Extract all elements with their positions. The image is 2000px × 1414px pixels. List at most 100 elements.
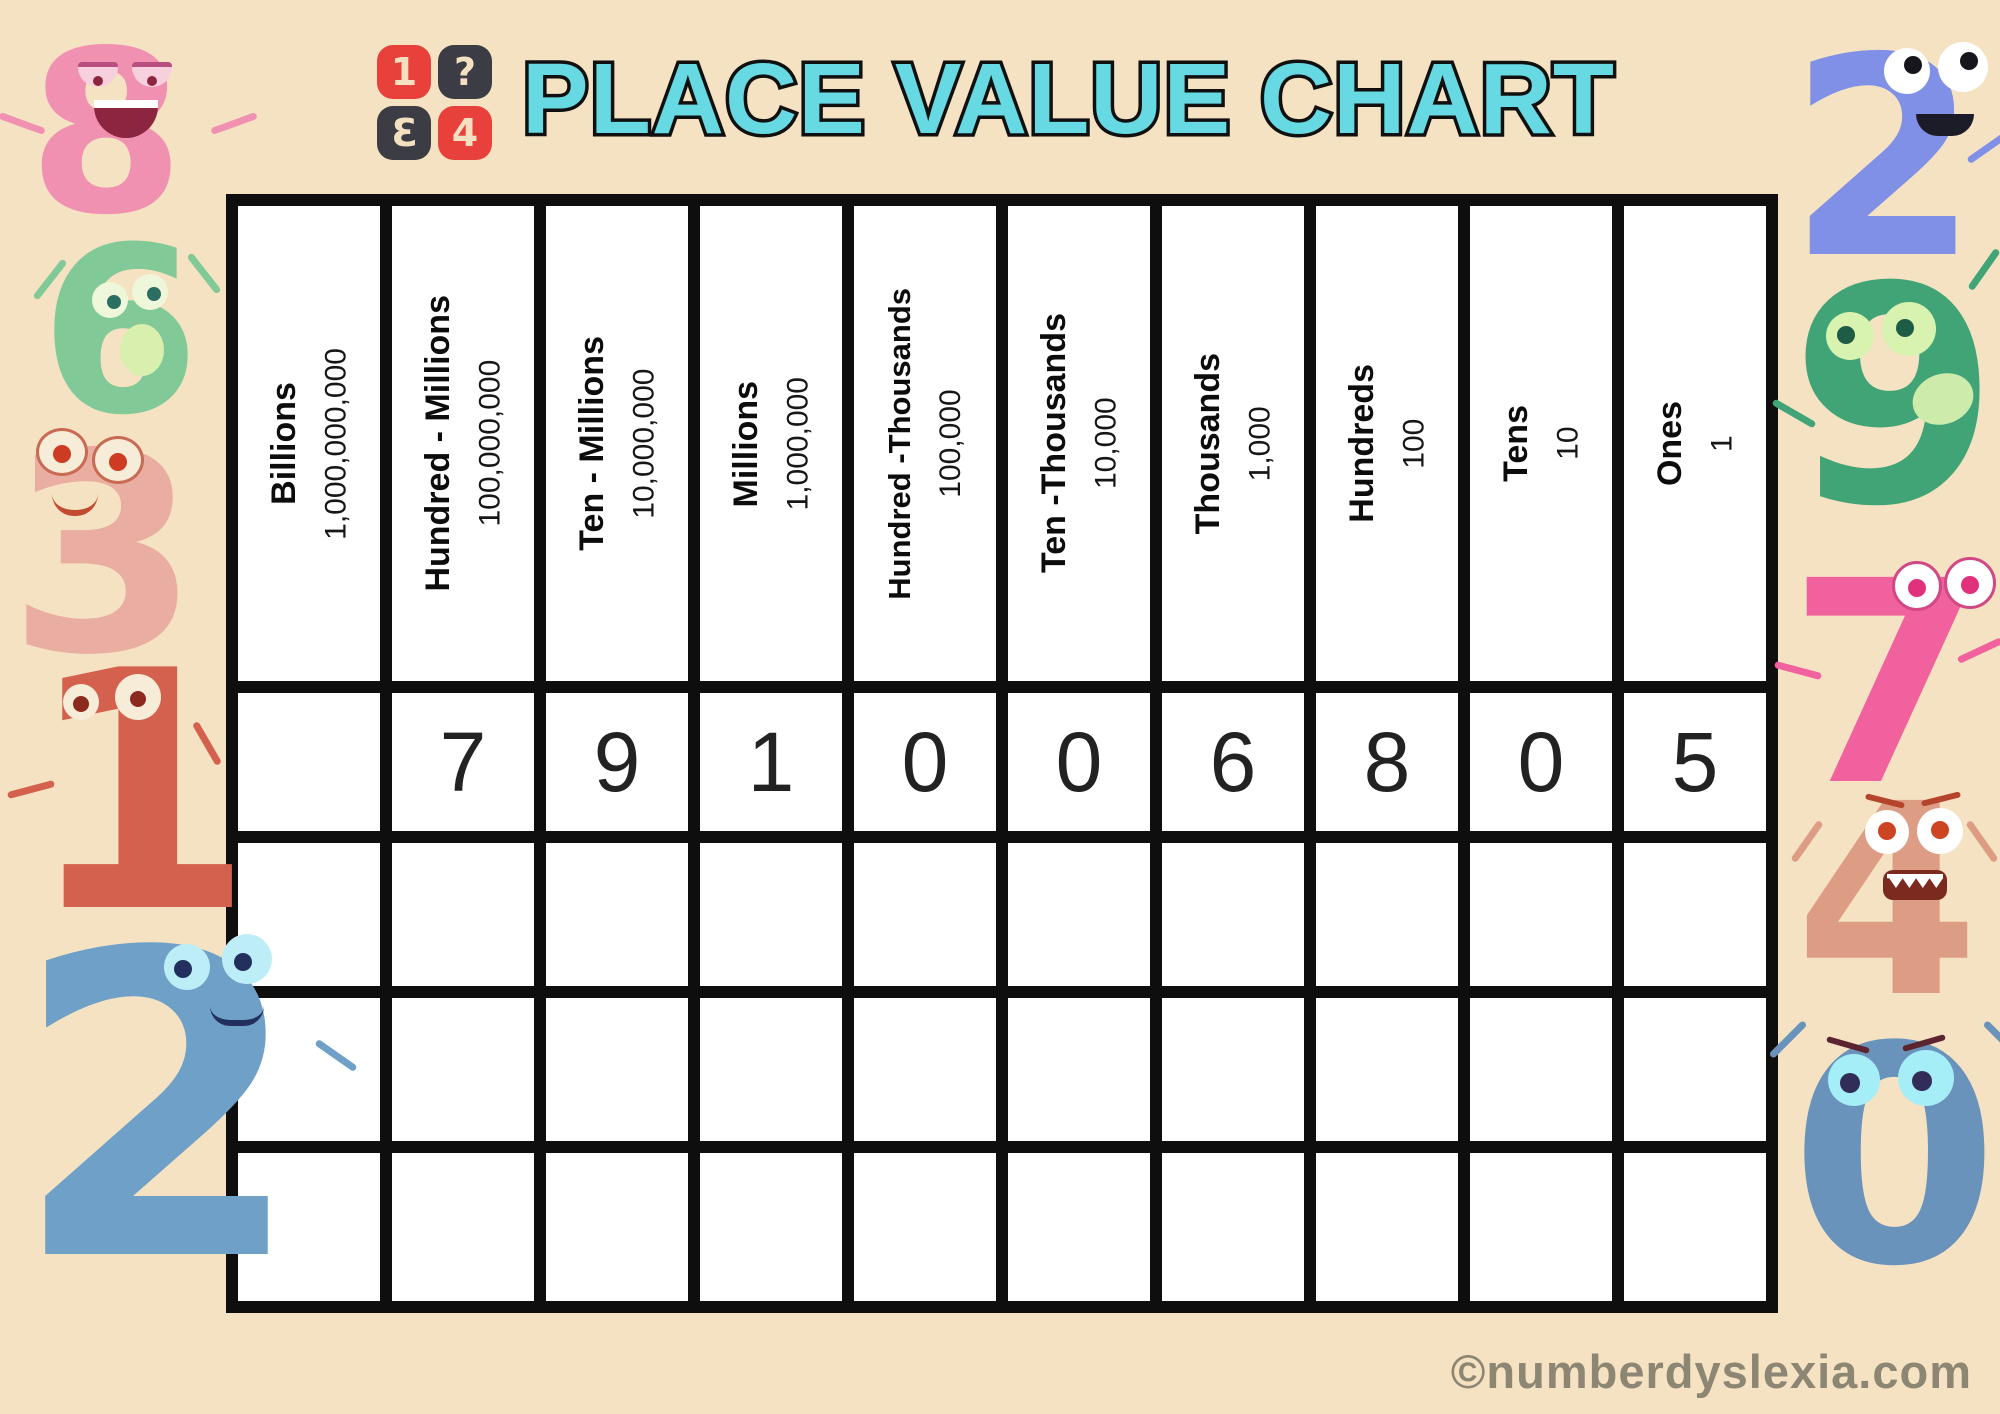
header-name: Ones (1651, 400, 1689, 487)
number-glyph: 6 (40, 199, 201, 466)
logo-tile-question-char: ? (453, 50, 477, 94)
eye-icon (1892, 561, 1942, 611)
header-cell-billions: Billions 1,000,000,000 (238, 206, 380, 681)
eye-icon (1882, 302, 1936, 356)
header-value: 100,000 (933, 389, 967, 498)
header-name: Hundred -Thousands (881, 287, 917, 600)
empty-cell (700, 843, 842, 986)
empty-cell (700, 998, 842, 1141)
header-cell-millions: Millions 1,000,000 (700, 206, 842, 681)
digit-cell-billions (238, 693, 380, 831)
header-name: Hundred - Millions (419, 295, 457, 592)
digit-cell-ones: 5 (1624, 693, 1766, 831)
eye-icon (115, 674, 161, 720)
header-cell-hundred-millions: Hundred - Millions 100,000,000 (392, 206, 534, 681)
empty-cell (854, 843, 996, 986)
header-cell-tens: Tens 10 (1470, 206, 1612, 681)
header-value: 10,000,000 (627, 368, 661, 519)
eye-icon (1898, 1050, 1954, 1106)
eye-icon (1884, 48, 1930, 94)
eye-icon (222, 934, 272, 984)
number-glyph: 8 (28, 3, 185, 265)
decorative-number-9: 9 (1771, 248, 2000, 548)
number-glyph: 0 (1790, 983, 1999, 1332)
header-value: 100 (1397, 418, 1431, 469)
digit-cell-millions: 1 (700, 693, 842, 831)
empty-cell (392, 998, 534, 1141)
mouth-icon (1916, 114, 1974, 136)
empty-cell (238, 1153, 380, 1301)
watermark-copyright: ©numberdyslexia.com (1450, 1345, 1972, 1398)
header-value: 100,000,000 (473, 360, 507, 527)
decorative-number-7: 7 (1773, 545, 2000, 825)
empty-cell (1470, 998, 1612, 1141)
empty-cell (1624, 1153, 1766, 1301)
page-title: PLACE VALUE CHART (519, 43, 1618, 156)
empty-cell (1624, 843, 1766, 986)
empty-cell (1008, 1153, 1150, 1301)
logo-tile-4-char: 4 (451, 111, 479, 155)
empty-cell (546, 1153, 688, 1301)
place-value-table: Billions 1,000,000,000 Hundred - Millions… (226, 194, 1778, 1313)
digit-cell-ten-thousands: 0 (1008, 693, 1150, 831)
header-name: Billions (265, 382, 303, 505)
empty-cell (1008, 843, 1150, 986)
empty-cell (1162, 998, 1304, 1141)
eye-icon (1938, 42, 1988, 92)
eye-icon (36, 428, 88, 476)
empty-cell (392, 1153, 534, 1301)
logo-tile-1: 1 (377, 45, 431, 99)
header-value: 1,000,000 (781, 376, 815, 511)
eye-icon (1826, 312, 1874, 360)
empty-cell (1470, 1153, 1612, 1301)
header-cell-ten-millions: Ten - Millions 10,000,000 (546, 206, 688, 681)
eye-icon (132, 274, 168, 310)
empty-cell (854, 998, 996, 1141)
digit-cell-thousands: 6 (1162, 693, 1304, 831)
empty-cell (1162, 843, 1304, 986)
decorative-number-3: 3 (8, 418, 223, 693)
eye-icon (63, 684, 99, 720)
decorative-number-2-right: 2 (1788, 22, 2000, 297)
eye-icon (1828, 1054, 1880, 1106)
mouth-icon (120, 324, 164, 376)
eye-icon (1865, 810, 1909, 854)
eye-icon (92, 282, 128, 318)
header-name: Ten - Millions (573, 336, 611, 551)
header-value: 10,000 (1089, 397, 1123, 490)
logo-tile-4: 4 (438, 106, 492, 160)
header-cell-thousands: Thousands 1,000 (1162, 206, 1304, 681)
header-value: 1,000,000,000 (319, 347, 353, 540)
decorative-number-2-left: 2 (12, 900, 358, 1330)
digit-cell-hundred-thousands: 0 (854, 693, 996, 831)
decorative-number-8: 8 (0, 22, 258, 247)
header-value: 10 (1551, 426, 1585, 461)
header-name: Thousands (1189, 352, 1227, 535)
header-name: Millions (727, 380, 765, 507)
empty-cell (700, 1153, 842, 1301)
eye-icon (92, 436, 144, 484)
eye-icon (164, 944, 210, 990)
logo-tile-1-char: 1 (390, 50, 418, 94)
digit-cell-hundreds: 8 (1316, 693, 1458, 831)
empty-cell (392, 843, 534, 986)
decorative-number-4: 4 (1790, 770, 2000, 1035)
empty-cell (1470, 843, 1612, 986)
empty-cell (1316, 998, 1458, 1141)
empty-cell (238, 998, 380, 1141)
empty-cell (1624, 998, 1766, 1141)
header-cell-ten-thousands: Ten -Thousands 10,000 (1008, 206, 1150, 681)
mouth-icon (52, 494, 98, 516)
mouth-icon (210, 1006, 264, 1026)
header-cell-hundreds: Hundreds 100 (1316, 206, 1458, 681)
empty-cell (1008, 998, 1150, 1141)
digit-cell-ten-millions: 9 (546, 693, 688, 831)
digit-cell-tens: 0 (1470, 693, 1612, 831)
empty-cell (854, 1153, 996, 1301)
mouth-icon (1883, 870, 1947, 900)
empty-cell (1316, 843, 1458, 986)
eye-icon (1917, 808, 1963, 854)
logo-tile-question: ? (438, 45, 492, 99)
header-name: Tens (1497, 405, 1535, 482)
